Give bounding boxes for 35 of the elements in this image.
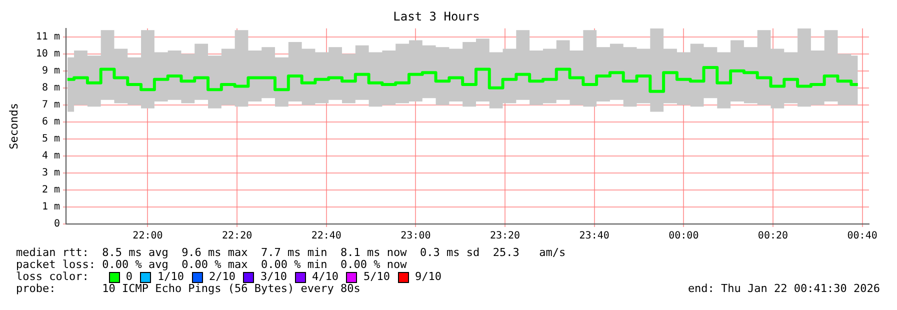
text: 5/10 [363,270,390,283]
text: median rtt: 8.5 ms avg 9.6 ms max 7.7 ms min 8.1 ms now 0.3 ms sd 25.3 am/s [16,246,567,259]
y-tick-label: 9 m [42,66,60,77]
y-tick-label: 11 m [36,32,60,42]
x-tick-label: 00:40 [847,230,878,242]
y-tick-label: 6 m [42,116,60,128]
y-tick-label: 8 m [42,82,60,94]
y-axis-title: Seconds [7,103,20,150]
x-tick-label: 22:00 [132,230,163,242]
x-tick-label: 00:20 [758,230,788,242]
text: 3/10 [260,270,287,283]
y-tick-label: 5 m [42,134,60,145]
y-tick-label: 2 m [42,184,60,196]
y-tick-label: 10 m [36,48,60,60]
text: end: Thu Jan 22 00:41:30 2026 [688,282,880,295]
x-tick-label: 00:00 [668,230,699,242]
x-tick-label: 23:20 [490,230,520,242]
x-tick-label: 22:20 [222,230,252,242]
y-tick-label: 3 m [42,168,60,179]
text: probe: 10 ICMP Echo Pings (56 Bytes) every 80s [16,282,360,295]
text: loss color: [16,270,89,283]
y-tick-label: 7 m [42,100,60,111]
text: 0 [126,270,132,283]
y-tick-label: 1 m [42,202,60,213]
text: 4/10 [312,270,338,283]
text: 9/10 [414,270,442,283]
x-tick-label: 23:00 [400,230,431,242]
chart-title: Last 3 Hours [393,9,480,24]
text: packet loss: 0.00 % avg 0.00 % max 0.00 % min 0.00 % now [16,258,408,271]
text: 1/10 [157,270,184,283]
x-tick-label: 22:40 [311,230,342,242]
y-tick-label: 4 m [42,150,60,162]
text: 2/10 [208,270,236,283]
y-tick-label: 0 [54,218,60,230]
x-tick-label: 23:40 [579,230,610,242]
